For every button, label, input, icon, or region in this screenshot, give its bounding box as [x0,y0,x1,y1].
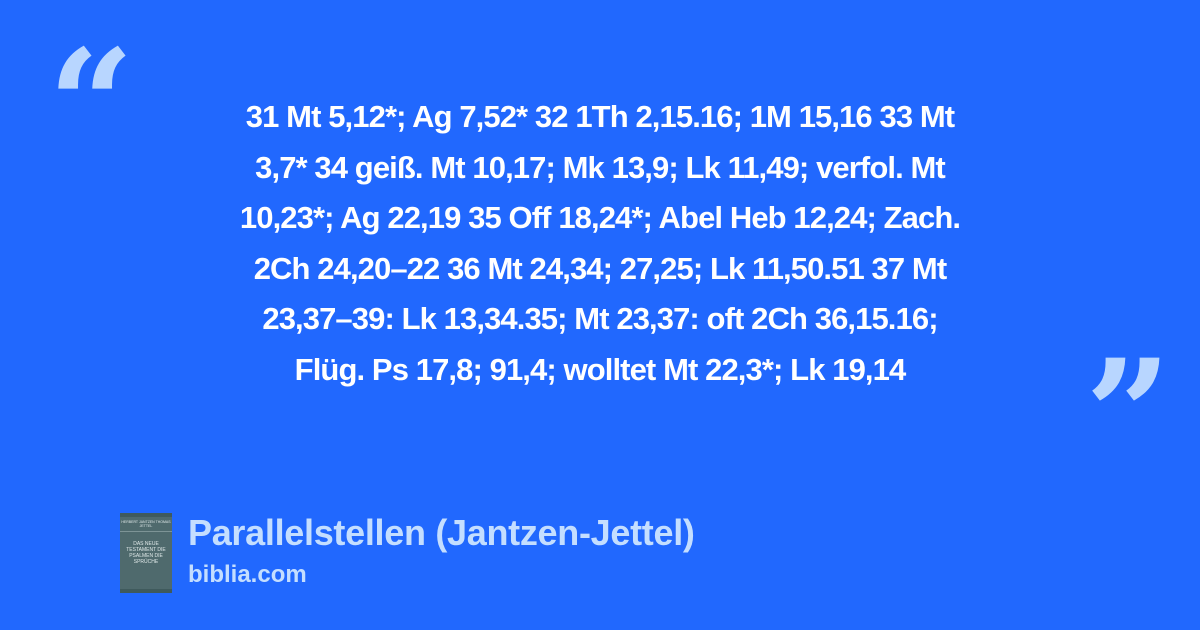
quote-line: 31 Mt 5,12*; Ag 7,52* 32 1Th 2,15.16; 1M… [245,99,955,134]
source-site: biblia.com [188,561,307,588]
quote-text: 31 Mt 5,12*; Ag 7,52* 32 1Th 2,15.16; 1M… [100,92,1100,395]
quote-line: 10,23*; Ag 22,19 35 Off 18,24*; Abel Heb… [239,200,961,235]
cover-authors: HERBERT JANTZEN THOMAS JETTEL [120,520,172,532]
quote-line: Flüg. Ps 17,8; 91,4; wolltet Mt 22,3*; L… [294,351,907,387]
quote-line: 23,37–39: Lk 13,34.35; Mt 23,37: oft 2Ch… [262,301,938,336]
source-title: Parallelstellen (Jantzen-Jettel) [188,512,695,553]
quote-line: 2Ch 24,20–22 36 Mt 24,34; 27,25; Lk 11,5… [253,250,947,286]
open-quote-mark: “ [48,17,135,193]
close-quote-mark: ” [1085,327,1172,503]
book-cover: HERBERT JANTZEN THOMAS JETTEL DAS NEUE T… [120,513,172,593]
cover-title: DAS NEUE TESTAMENT DIE PSALMEN DIE SPRÜC… [126,541,166,565]
quote-line: 3,7* 34 geiß. Mt 10,17; Mk 13,9; Lk 11,4… [255,149,946,185]
